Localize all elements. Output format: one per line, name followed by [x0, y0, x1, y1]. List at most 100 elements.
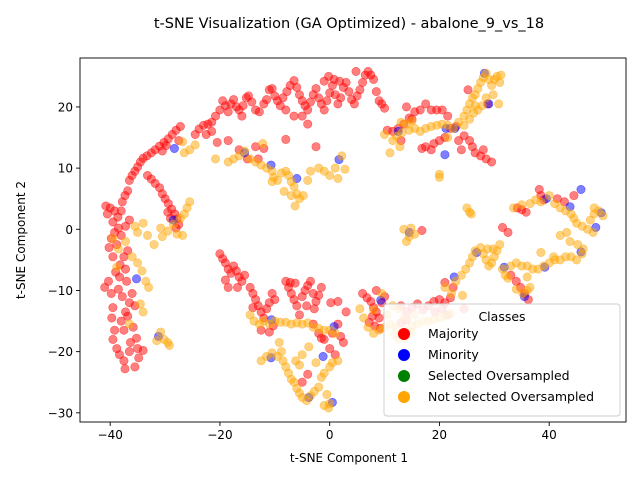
point-not-selected-oversampled — [440, 282, 450, 292]
point-majority — [116, 230, 126, 240]
point-majority — [161, 141, 171, 151]
point-not-selected-oversampled — [143, 230, 153, 240]
y-axis-label: t-SNE Component 2 — [14, 181, 28, 299]
point-majority — [316, 333, 326, 343]
point-majority — [290, 278, 300, 288]
point-not-selected-oversampled — [410, 229, 420, 239]
point-majority — [138, 345, 148, 355]
y-tick-label: −10 — [48, 284, 73, 298]
point-not-selected-oversampled — [127, 252, 137, 262]
point-not-selected-oversampled — [330, 328, 340, 338]
point-not-selected-oversampled — [434, 172, 444, 182]
legend-title: Classes — [478, 309, 525, 324]
point-not-selected-oversampled — [113, 244, 123, 254]
point-majority — [351, 67, 361, 77]
point-majority — [127, 288, 137, 298]
point-not-selected-oversampled — [298, 191, 308, 201]
point-majority — [294, 310, 304, 320]
point-not-selected-oversampled — [578, 244, 588, 254]
legend-marker-minority — [398, 349, 410, 361]
point-majority — [335, 76, 345, 86]
point-not-selected-oversampled — [211, 154, 221, 164]
legend-marker-not-selected-oversampled — [398, 391, 410, 403]
point-majority — [421, 99, 431, 109]
point-not-selected-oversampled — [256, 356, 266, 366]
point-not-selected-oversampled — [333, 174, 343, 184]
point-not-selected-oversampled — [359, 313, 369, 323]
point-majority — [123, 186, 133, 196]
point-not-selected-oversampled — [294, 360, 304, 370]
point-not-selected-oversampled — [305, 166, 315, 176]
point-not-selected-oversampled — [518, 288, 528, 298]
point-not-selected-oversampled — [572, 255, 582, 265]
point-majority — [341, 307, 351, 317]
point-minority — [440, 150, 450, 160]
point-majority — [119, 325, 129, 335]
point-not-selected-oversampled — [190, 140, 200, 150]
x-tick-label: −20 — [207, 428, 232, 442]
point-majority — [297, 111, 307, 121]
point-not-selected-oversampled — [112, 262, 122, 272]
legend-box — [383, 303, 621, 417]
point-not-selected-oversampled — [144, 282, 154, 292]
legend-marker-selected-oversampled — [398, 370, 410, 382]
point-not-selected-oversampled — [395, 142, 405, 152]
point-not-selected-oversampled — [525, 282, 535, 292]
point-majority — [211, 111, 221, 121]
point-majority — [478, 145, 488, 155]
point-majority — [108, 334, 118, 344]
point-not-selected-oversampled — [138, 218, 148, 228]
point-not-selected-oversampled — [330, 163, 340, 173]
point-not-selected-oversampled — [303, 175, 313, 185]
y-axis: −30 −20 −10 0 10 20 — [48, 100, 80, 420]
point-not-selected-oversampled — [133, 227, 143, 237]
point-not-selected-oversampled — [333, 356, 343, 366]
point-not-selected-oversampled — [337, 151, 347, 161]
point-not-selected-oversampled — [156, 223, 166, 233]
point-not-selected-oversampled — [156, 327, 166, 337]
point-majority — [292, 301, 302, 311]
x-tick-label: −40 — [98, 428, 123, 442]
point-minority — [132, 274, 142, 284]
legend-label-majority: Majority — [428, 326, 479, 341]
point-not-selected-oversampled — [363, 322, 373, 332]
point-majority — [305, 276, 315, 286]
point-not-selected-oversampled — [355, 304, 365, 314]
x-axis: −40 −20 0 20 40 — [98, 422, 557, 442]
point-not-selected-oversampled — [324, 403, 334, 413]
point-majority — [309, 304, 319, 314]
point-not-selected-oversampled — [468, 108, 478, 118]
point-not-selected-oversampled — [240, 146, 250, 156]
point-not-selected-oversampled — [135, 299, 145, 309]
point-majority — [254, 107, 264, 117]
point-not-selected-oversampled — [157, 232, 167, 242]
point-not-selected-oversampled — [598, 211, 608, 221]
point-not-selected-oversampled — [589, 203, 599, 213]
point-majority — [371, 87, 381, 97]
point-not-selected-oversampled — [314, 382, 324, 392]
point-not-selected-oversampled — [503, 273, 513, 283]
point-not-selected-oversampled — [494, 99, 504, 109]
point-not-selected-oversampled — [407, 116, 417, 126]
x-axis-label: t-SNE Component 1 — [290, 451, 408, 465]
point-not-selected-oversampled — [168, 219, 178, 229]
point-not-selected-oversampled — [488, 244, 498, 254]
point-not-selected-oversampled — [385, 148, 395, 158]
point-majority — [281, 134, 291, 144]
point-not-selected-oversampled — [536, 197, 546, 207]
point-majority — [132, 333, 142, 343]
point-majority — [122, 276, 132, 286]
point-not-selected-oversampled — [369, 305, 379, 315]
point-majority — [369, 74, 379, 84]
point-not-selected-oversampled — [325, 171, 335, 181]
point-majority — [175, 122, 185, 132]
point-majority — [437, 105, 447, 115]
point-not-selected-oversampled — [495, 240, 505, 250]
point-majority — [220, 275, 230, 285]
point-not-selected-oversampled — [569, 213, 579, 223]
point-majority — [115, 272, 125, 282]
y-tick-label: 0 — [65, 223, 73, 237]
point-majority — [121, 264, 131, 274]
point-majority — [119, 356, 129, 366]
